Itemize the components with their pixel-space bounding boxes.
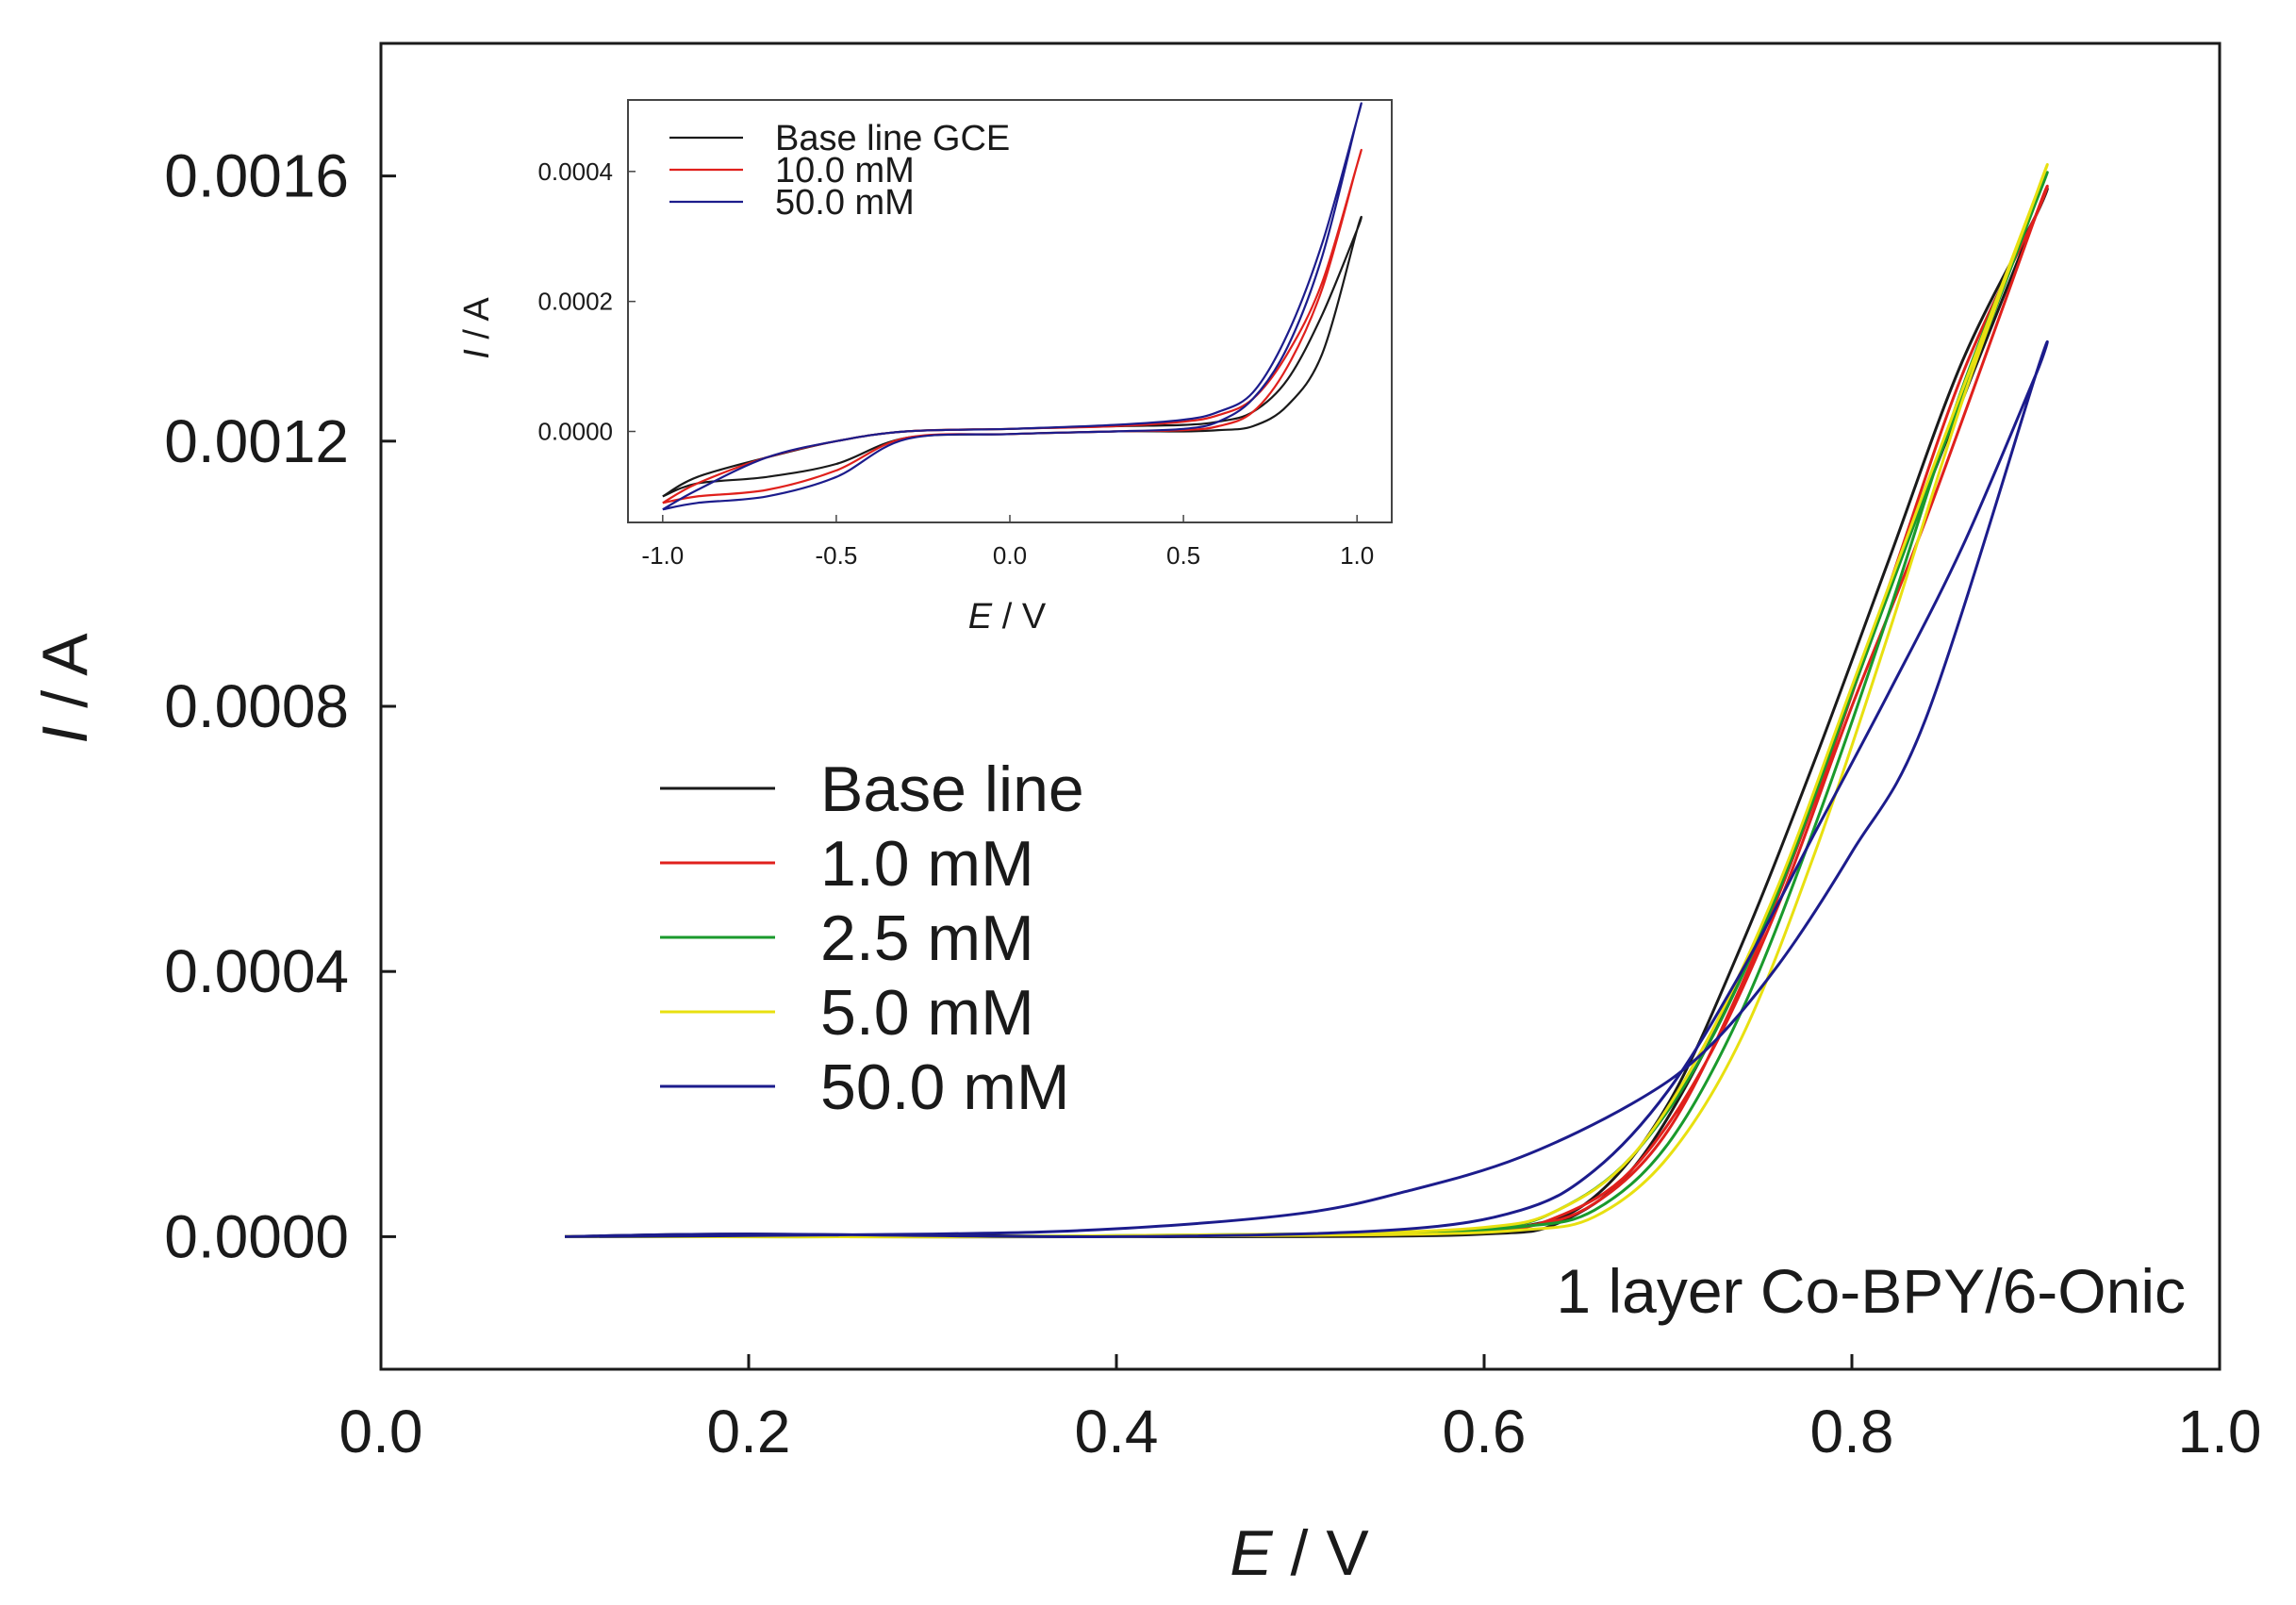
main-legend-label: Base line — [820, 753, 1084, 825]
main-y-axis-label: I / A — [29, 633, 101, 744]
main-y-tick-label: 0.0012 — [164, 407, 349, 475]
inset-x-axis-ticks: -1.0 -0.5 0.0 0.5 1.0 — [641, 515, 1374, 570]
main-series-line-4 — [564, 339, 2049, 1238]
inset-y-axis-label: I / A — [457, 297, 497, 359]
inset-y-tick-label: 0.0000 — [537, 418, 613, 446]
inset-x-tick-label: 1.0 — [1340, 541, 1374, 570]
main-x-tick-label: 0.4 — [1075, 1398, 1159, 1465]
inset-x-tick-label: 0.0 — [993, 541, 1027, 570]
inset-x-tick-label: -0.5 — [816, 541, 858, 570]
inset-legend-label: 50.0 mM — [775, 183, 915, 223]
main-x-tick-label: 0.2 — [707, 1398, 791, 1465]
inset-x-tick-label: 0.5 — [1166, 541, 1200, 570]
main-y-tick-label: 0.0004 — [164, 937, 349, 1005]
main-y-tick-label: 0.0016 — [164, 142, 349, 210]
main-legend-label: 50.0 mM — [820, 1051, 1070, 1123]
inset-curves — [662, 102, 1363, 511]
main-y-tick-label: 0.0008 — [164, 672, 349, 740]
main-legend-label: 5.0 mM — [820, 977, 1034, 1049]
main-x-tick-label: 0.8 — [1810, 1398, 1894, 1465]
inset-y-axis-ticks: 0.0000 0.0002 0.0004 — [537, 157, 636, 446]
main-y-axis-ticks: 0.0000 0.0004 0.0008 0.0012 0.0016 — [164, 142, 396, 1270]
inset-y-tick-label: 0.0004 — [537, 157, 613, 186]
main-x-axis-label: E / V — [1230, 1517, 1369, 1589]
main-x-tick-label: 1.0 — [2178, 1398, 2262, 1465]
main-x-tick-label: 0.6 — [1443, 1398, 1527, 1465]
main-curves — [564, 162, 2049, 1239]
inset-series-line-2 — [662, 102, 1363, 511]
inset-plot-frame — [627, 99, 1393, 523]
main-legend-label: 2.5 mM — [820, 902, 1034, 974]
sample-annotation: 1 layer Co-BPY/6-Onic — [1556, 1256, 2186, 1326]
inset-y-tick-label: 0.0002 — [537, 288, 613, 316]
inset-x-axis-label: E / V — [968, 597, 1047, 637]
main-y-tick-label: 0.0000 — [164, 1202, 349, 1270]
inset-legend-label: 10.0 mM — [775, 151, 915, 190]
inset-legend-label: Base line GCE — [775, 119, 1010, 158]
inset-x-tick-label: -1.0 — [641, 541, 684, 570]
main-x-tick-label: 0.0 — [339, 1398, 423, 1465]
main-series-line-3 — [564, 162, 2049, 1239]
main-x-axis-ticks: 0.0 0.2 0.4 0.6 0.8 1.0 — [339, 1354, 2262, 1465]
main-legend-label: 1.0 mM — [820, 828, 1034, 900]
